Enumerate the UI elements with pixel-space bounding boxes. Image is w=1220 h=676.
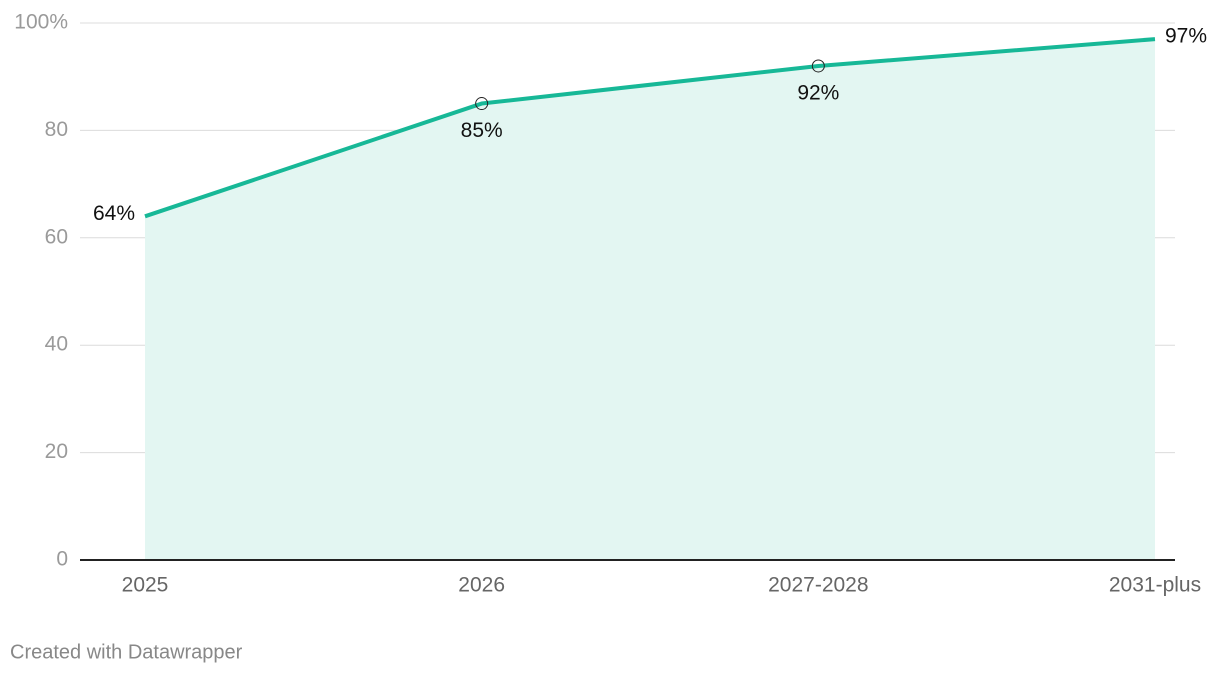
x-tick-label: 2025 bbox=[122, 574, 169, 597]
x-tick-label: 2027-2028 bbox=[768, 574, 868, 597]
x-tick-label: 2026 bbox=[458, 574, 505, 597]
point-marker bbox=[811, 59, 825, 73]
value-label: 85% bbox=[461, 119, 503, 142]
footer: Created with Datawrapper bbox=[10, 641, 243, 663]
y-tick-label: 100% bbox=[14, 11, 68, 34]
line bbox=[144, 37, 1156, 219]
point-marker bbox=[475, 97, 489, 111]
value-label: 92% bbox=[797, 82, 839, 105]
value-label: 64% bbox=[93, 202, 135, 225]
y-tick-label: 0 bbox=[56, 548, 68, 571]
x-tick-label: 2031-plus bbox=[1109, 574, 1201, 597]
y-tick-label: 40 bbox=[45, 333, 68, 356]
y-tick-label: 60 bbox=[45, 225, 68, 248]
y-tick-label: 20 bbox=[45, 440, 68, 463]
value-label: 97% bbox=[1165, 25, 1207, 48]
y-tick-label: 80 bbox=[45, 118, 68, 141]
area bbox=[145, 39, 1155, 561]
